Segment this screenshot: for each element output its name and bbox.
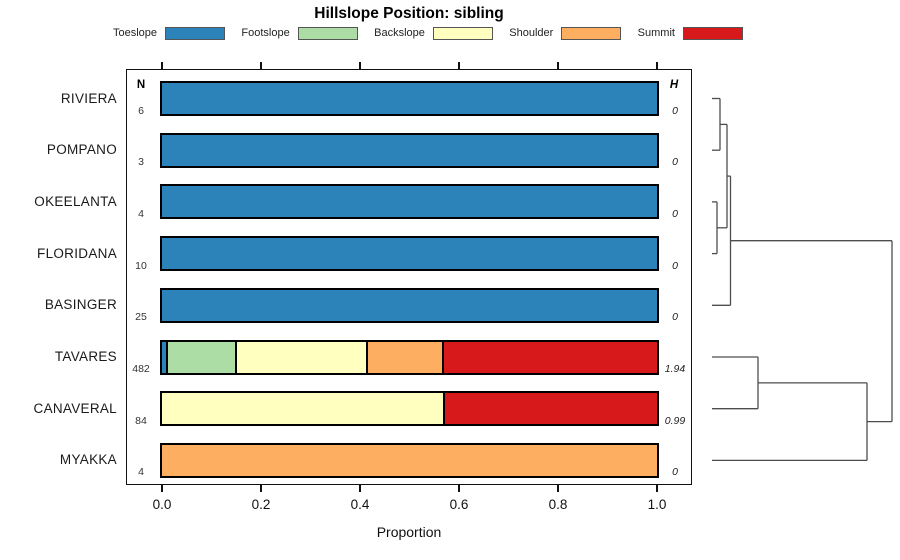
- x-axis-tick: [359, 485, 361, 492]
- h-value: 0: [672, 156, 678, 169]
- stacked-bar: [160, 442, 659, 478]
- n-value: 4: [138, 207, 144, 220]
- h-value: 0: [672, 259, 678, 272]
- legend-label: Toeslope: [113, 27, 158, 39]
- category-label: CANAVERAL: [33, 400, 117, 416]
- legend-item-backslope: Backslope: [374, 26, 493, 40]
- x-axis-tick-top: [656, 62, 658, 69]
- stacked-bar: [160, 391, 659, 427]
- bar-segment-toeslope: [162, 134, 657, 166]
- legend-item-shoulder: Shoulder: [509, 26, 622, 40]
- chart-title: Hillslope Position: sibling: [314, 5, 504, 22]
- legend-swatch: [165, 26, 226, 40]
- legend-label: Backslope: [374, 27, 425, 39]
- n-value: 10: [135, 259, 147, 272]
- x-axis-tick: [656, 485, 658, 492]
- x-tick-label: 0.6: [449, 497, 469, 512]
- stacked-bar: [160, 287, 659, 323]
- h-value: 0: [672, 466, 678, 479]
- bar-segment-shoulder: [162, 444, 657, 476]
- x-axis-tick: [161, 485, 163, 492]
- h-value: 0: [672, 104, 678, 117]
- x-axis-tick-top: [557, 62, 559, 69]
- stacked-bar: [160, 236, 659, 272]
- legend-swatch: [297, 26, 358, 40]
- x-tick-label: 0.2: [251, 497, 271, 512]
- legend-item-footslope: Footslope: [241, 26, 358, 40]
- n-value: 3: [138, 156, 144, 169]
- h-column-header: H: [669, 79, 679, 91]
- n-value: 84: [135, 414, 147, 427]
- x-axis-tick: [458, 485, 460, 492]
- x-axis-tick-top: [359, 62, 361, 69]
- stacked-bar: [160, 339, 659, 375]
- bar-segment-shoulder: [368, 341, 444, 373]
- n-value: 4: [138, 466, 144, 479]
- legend-item-toeslope: Toeslope: [113, 26, 226, 40]
- n-value: 25: [135, 311, 147, 324]
- category-label: RIVIERA: [60, 90, 117, 106]
- bar-segment-toeslope: [162, 83, 657, 114]
- bar-segment-footslope: [167, 341, 237, 373]
- x-axis-title: Proportion: [376, 524, 442, 540]
- legend: Toeslope Footslope Backslope Shoulder Summit: [113, 25, 743, 41]
- h-value: 0: [672, 311, 678, 324]
- legend-label: Summit: [637, 27, 675, 39]
- stacked-bar: [160, 132, 659, 168]
- h-value: 1.94: [664, 363, 686, 375]
- legend-label: Footslope: [241, 27, 290, 39]
- category-label: POMPANO: [46, 142, 117, 158]
- x-axis-tick-top: [458, 62, 460, 69]
- x-axis-tick: [260, 485, 262, 492]
- legend-item-summit: Summit: [637, 26, 743, 40]
- h-value: 0: [672, 207, 678, 220]
- x-tick-label: 1.0: [647, 497, 667, 512]
- bar-segment-backslope: [162, 393, 445, 425]
- n-column-header: N: [136, 79, 146, 91]
- x-tick-label: 0.0: [152, 497, 172, 512]
- n-value: 482: [132, 363, 150, 375]
- legend-swatch: [561, 26, 622, 40]
- category-label: TAVARES: [54, 349, 117, 364]
- stacked-bar: [160, 184, 659, 220]
- legend-swatch: [432, 26, 493, 40]
- n-value: 6: [138, 104, 144, 117]
- legend-label: Shoulder: [509, 27, 554, 39]
- x-tick-label: 0.4: [350, 497, 370, 512]
- bar-segment-toeslope: [162, 238, 657, 270]
- bar-segment-toeslope: [162, 341, 168, 373]
- x-tick-label: 0.8: [548, 497, 568, 512]
- plot-box: [126, 69, 692, 485]
- x-axis-tick: [557, 485, 559, 492]
- bar-segment-toeslope: [162, 186, 657, 218]
- h-value: 0.99: [664, 414, 686, 427]
- category-label: FLORIDANA: [37, 245, 117, 261]
- x-axis-tick-top: [161, 62, 163, 69]
- x-axis-tick-top: [260, 62, 262, 69]
- bar-segment-summit: [443, 341, 657, 373]
- category-label: MYAKKA: [59, 452, 117, 468]
- bar-segment-backslope: [236, 341, 369, 373]
- stacked-bar: [160, 81, 659, 116]
- bar-segment-toeslope: [162, 289, 657, 321]
- category-label: OKEELANTA: [34, 193, 117, 209]
- bar-segment-summit: [444, 393, 657, 425]
- legend-swatch: [682, 26, 743, 40]
- category-label: BASINGER: [44, 297, 117, 313]
